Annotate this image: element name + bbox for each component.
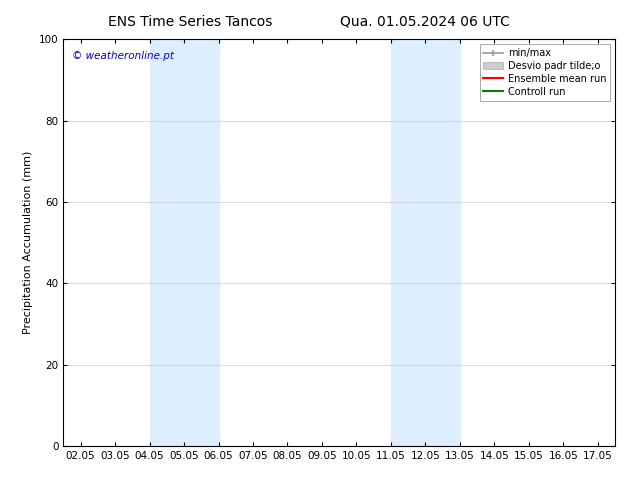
Text: © weatheronline.pt: © weatheronline.pt [72,51,174,61]
Text: Qua. 01.05.2024 06 UTC: Qua. 01.05.2024 06 UTC [340,15,510,29]
Legend: min/max, Desvio padr tilde;o, Ensemble mean run, Controll run: min/max, Desvio padr tilde;o, Ensemble m… [479,44,610,100]
Bar [150,39,219,446]
Bar [391,39,460,446]
Text: ENS Time Series Tancos: ENS Time Series Tancos [108,15,273,29]
Y-axis label: Precipitation Accumulation (mm): Precipitation Accumulation (mm) [23,151,34,334]
